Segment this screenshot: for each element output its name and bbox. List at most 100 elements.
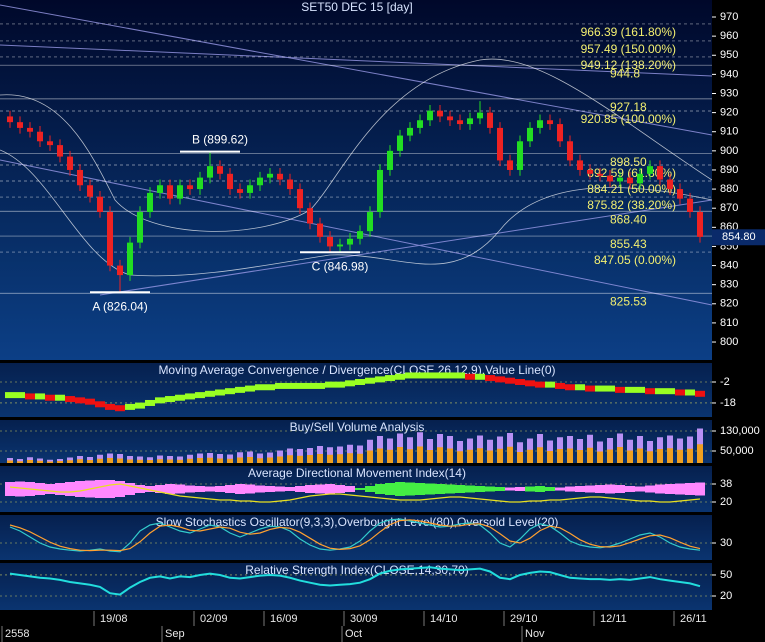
- volume-bar: [567, 448, 573, 463]
- volume-bar: [177, 459, 183, 463]
- month-label: 2558: [5, 628, 29, 640]
- x-tick-label: 26/11: [680, 613, 707, 625]
- di-band: [345, 486, 355, 492]
- x-tick-label: 16/09: [270, 613, 298, 625]
- di-band: [665, 484, 675, 494]
- month-label: Oct: [345, 628, 362, 640]
- y-tick-label: 970: [720, 11, 738, 23]
- volume-bar: [377, 448, 383, 463]
- di-band: [555, 487, 565, 491]
- di-band: [405, 482, 415, 496]
- macd-bar: [485, 375, 495, 382]
- candle-body: [107, 212, 113, 266]
- volume-bar: [417, 446, 423, 463]
- y-tick-label: -18: [720, 397, 736, 409]
- candle-body: [277, 173, 283, 180]
- macd-bar: [385, 375, 395, 382]
- y-tick-label: 840: [720, 259, 738, 271]
- candle-body: [267, 173, 273, 178]
- di-band: [385, 483, 395, 495]
- volume-bar: [107, 458, 113, 463]
- y-tick-label: 810: [720, 317, 738, 329]
- y-tick-label: 820: [720, 298, 738, 310]
- macd-bar: [615, 386, 625, 393]
- di-band: [685, 483, 695, 495]
- candle-body: [217, 166, 223, 174]
- volume-bar: [637, 448, 643, 463]
- candle-body: [177, 185, 183, 199]
- di-band: [225, 485, 235, 493]
- volume-bar: [457, 451, 463, 463]
- volume-bar: [157, 459, 163, 463]
- panel-title: Buy/Sell Volume Analysis: [290, 420, 425, 434]
- di-band: [375, 484, 385, 494]
- volume-bar: [7, 460, 13, 463]
- candle-body: [617, 177, 623, 182]
- volume-bar: [17, 459, 23, 463]
- di-band: [675, 483, 685, 495]
- candle-body: [667, 179, 673, 190]
- macd-bar: [295, 382, 305, 389]
- macd-bar: [205, 390, 215, 397]
- macd-bar: [15, 392, 25, 399]
- macd-bar: [655, 388, 665, 395]
- last-price-box: [712, 229, 765, 246]
- di-band: [445, 484, 455, 494]
- candle-body: [207, 166, 213, 178]
- macd-bar: [495, 376, 505, 383]
- di-band: [615, 485, 625, 493]
- macd-bar: [125, 403, 135, 410]
- candle-body: [567, 141, 573, 161]
- candle-body: [507, 160, 513, 170]
- candle-body: [657, 166, 663, 180]
- macd-bar: [115, 405, 125, 412]
- volume-bar: [557, 449, 563, 463]
- di-band: [215, 486, 225, 492]
- volume-bar: [77, 459, 83, 463]
- macd-bar: [665, 388, 675, 395]
- volume-bar: [467, 449, 473, 463]
- di-band: [15, 481, 25, 497]
- di-band: [455, 485, 465, 493]
- macd-bar: [285, 382, 295, 389]
- volume-bar: [497, 448, 503, 463]
- volume-bar: [597, 451, 603, 463]
- volume-bar: [287, 455, 293, 463]
- candle-body: [427, 110, 433, 121]
- macd-bar: [225, 388, 235, 395]
- candle-body: [197, 177, 203, 190]
- macd-bar: [85, 398, 95, 405]
- di-band: [105, 480, 115, 498]
- di-band: [265, 486, 275, 492]
- candle-body: [647, 166, 653, 174]
- candle-body: [577, 160, 583, 170]
- di-band: [495, 487, 505, 491]
- volume-bar: [57, 461, 63, 463]
- volume-bar: [537, 447, 543, 463]
- candle-body: [447, 116, 453, 121]
- volume-bar: [677, 449, 683, 463]
- macd-bar: [365, 377, 375, 384]
- di-band: [545, 487, 555, 491]
- candle-body: [557, 124, 563, 142]
- panel-title: Moving Average Convergence / Divergence(…: [158, 363, 555, 377]
- volume-bar: [67, 460, 73, 463]
- y-tick-label: 20: [720, 496, 732, 508]
- di-band: [575, 486, 585, 492]
- y-tick-label: 930: [720, 87, 738, 99]
- volume-bar: [207, 457, 213, 463]
- point-label: C (846.98): [312, 259, 369, 273]
- candle-body: [227, 173, 233, 190]
- volume-bar: [447, 448, 453, 463]
- di-band: [295, 486, 305, 492]
- adx-line: [9, 483, 701, 503]
- candle-body: [167, 185, 173, 199]
- y-tick-label: 960: [720, 30, 738, 42]
- volume-bar: [307, 455, 313, 463]
- indicator-line: [9, 518, 701, 553]
- volume-bar: [397, 447, 403, 463]
- macd-bar: [575, 384, 585, 391]
- di-band: [65, 482, 75, 496]
- macd-bar: [695, 390, 705, 397]
- macd-bar: [325, 381, 335, 388]
